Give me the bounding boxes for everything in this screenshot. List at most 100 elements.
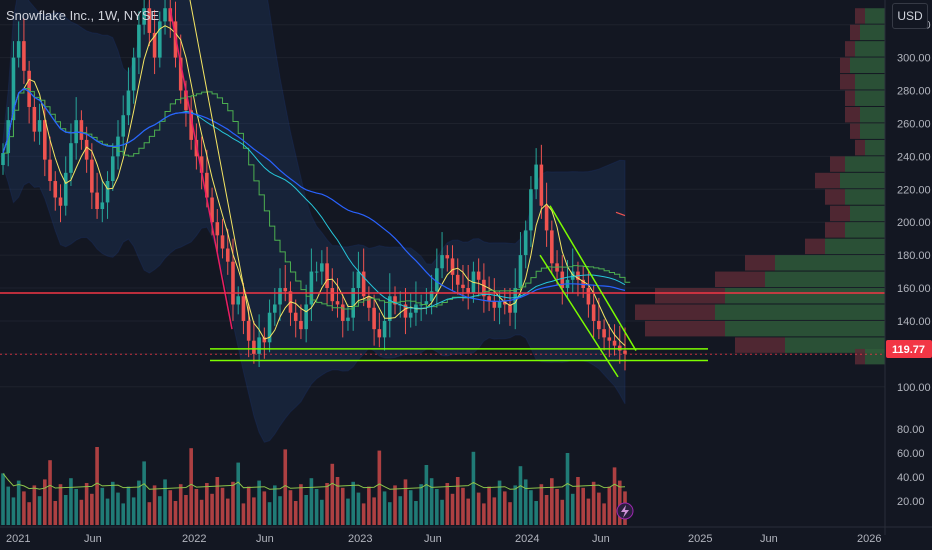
volume-bar <box>110 481 115 525</box>
time-tick-label: Jun <box>256 533 274 545</box>
volume-bar <box>43 479 47 525</box>
candle-body <box>215 222 220 236</box>
lightning-icon[interactable] <box>616 502 634 520</box>
candle-body <box>63 172 68 206</box>
currency-button[interactable]: USD <box>892 3 928 29</box>
trend-line <box>189 0 251 322</box>
volume-bar <box>529 490 533 525</box>
volume-bar <box>560 499 565 525</box>
last-price-tag: 119.77 <box>886 340 932 358</box>
volume-bar <box>356 492 361 525</box>
candle-body <box>43 120 47 160</box>
candle-body <box>189 110 193 140</box>
volume-bar <box>518 466 523 525</box>
volume-bar <box>152 485 157 525</box>
candle-body <box>377 329 382 338</box>
candle-body <box>58 197 63 206</box>
bollinger-band <box>2 0 626 443</box>
volume-bar <box>550 478 554 525</box>
profile-bar <box>855 139 865 156</box>
volume-bar <box>262 491 267 525</box>
volume-bar <box>487 486 491 525</box>
candle-body <box>142 8 146 25</box>
candle-body <box>152 32 157 58</box>
candle-body <box>450 258 455 275</box>
candle-body <box>476 271 481 280</box>
profile-bar <box>865 139 885 156</box>
price-tick-label: 140.00 <box>897 316 931 328</box>
volume-bar <box>539 484 544 525</box>
candle-body <box>539 164 544 206</box>
candle-body <box>95 192 99 210</box>
candle-body <box>497 301 502 308</box>
candle-body <box>53 181 58 198</box>
candle-body <box>408 312 413 318</box>
candle-body <box>597 320 601 330</box>
candle-body <box>529 189 533 231</box>
candle-body <box>586 288 591 305</box>
profile-bar <box>865 8 885 24</box>
candle-body <box>361 271 366 297</box>
volume-bar <box>69 478 73 525</box>
volume-bar <box>22 491 26 525</box>
volume-bar <box>84 483 89 525</box>
price-tick-label: 180.00 <box>897 250 931 262</box>
candle-body <box>267 312 272 343</box>
price-axis[interactable]: 320.00300.00280.00260.00240.00220.00200.… <box>884 0 931 535</box>
volume-bar <box>476 492 481 525</box>
volume-bar <box>210 493 214 525</box>
volume-bar <box>330 463 335 525</box>
price-tick-label: 220.00 <box>897 184 931 196</box>
volume-bar <box>252 497 256 525</box>
volume-bar <box>288 490 293 525</box>
candle-body <box>283 288 288 292</box>
profile-bar <box>735 337 785 353</box>
volume-bar <box>105 498 110 525</box>
candle-body <box>147 8 152 33</box>
volume-bar <box>194 489 199 525</box>
candle-body <box>126 90 131 116</box>
volume-bar <box>461 487 465 525</box>
volume-bar <box>95 447 99 525</box>
profile-bar <box>840 74 855 90</box>
volume-bar <box>220 487 225 525</box>
profile-bar <box>840 57 850 74</box>
candle-body <box>69 143 73 173</box>
volume-bar <box>215 477 220 525</box>
price-tick-label: 240.00 <box>897 151 931 163</box>
volume-bar <box>612 467 617 525</box>
candle-body <box>623 350 627 354</box>
volume-bar <box>502 491 507 525</box>
volume-bars <box>1 447 627 525</box>
volume-bar <box>471 451 476 525</box>
volume-bar <box>361 503 366 525</box>
candle-body <box>163 8 167 22</box>
volume-bar <box>137 480 141 525</box>
volume-bar <box>508 502 512 525</box>
trend-line <box>615 211 626 217</box>
candle-body <box>440 255 444 269</box>
candle-body <box>90 159 94 193</box>
candle-body <box>11 57 16 121</box>
volume-tick-label: 60.00 <box>897 448 925 460</box>
trend-line <box>539 254 619 378</box>
candle-body <box>518 255 523 289</box>
last-price-text: 119.77 <box>892 344 925 356</box>
profile-bar <box>850 24 860 41</box>
volume-bar <box>544 495 549 525</box>
time-axis[interactable]: 2021 Jun 2022 Jun 2023 Jun 2024 Jun 2025 Jun 2026 <box>0 526 932 545</box>
candle-body <box>137 24 141 58</box>
profile-bar <box>840 172 885 189</box>
volume-profile <box>635 8 885 365</box>
candle-body <box>560 271 565 289</box>
volume-bar <box>607 486 612 525</box>
volume-bar <box>497 480 502 525</box>
volume-bar <box>241 503 246 525</box>
candle-body <box>184 90 188 111</box>
time-tick-label: 2025 <box>688 533 712 545</box>
volume-bar <box>299 484 303 525</box>
price-tick-label: 300.00 <box>897 53 931 65</box>
volume-bar <box>6 486 11 525</box>
candle-body <box>482 279 486 297</box>
